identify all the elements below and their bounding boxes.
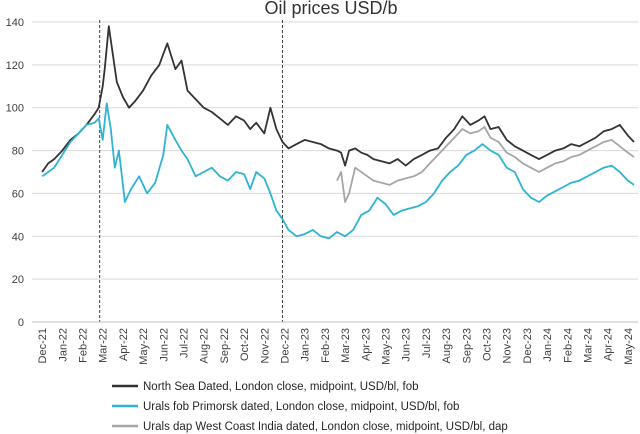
x-tick-label: Mar-24 bbox=[583, 328, 595, 363]
x-tick-label: Feb-24 bbox=[562, 328, 574, 363]
x-tick-label: Apr-23 bbox=[360, 328, 372, 361]
y-tick-label: 60 bbox=[12, 188, 24, 200]
x-tick-label: Apr-24 bbox=[603, 328, 615, 361]
y-tick-label: 80 bbox=[12, 146, 24, 158]
legend-label-3: Urals dap West Coast India dated, London… bbox=[143, 421, 508, 433]
y-tick-label: 100 bbox=[6, 103, 24, 115]
x-tick-label: Nov-22 bbox=[259, 328, 271, 363]
y-tick-label: 140 bbox=[6, 17, 24, 29]
series-line-1 bbox=[41, 25, 635, 173]
x-tick-label: Mar-22 bbox=[98, 328, 110, 363]
chart-title: Oil prices USD/b bbox=[264, 0, 397, 18]
series-lines bbox=[41, 25, 635, 240]
x-tick-label: Feb-23 bbox=[320, 328, 332, 363]
x-tick-label: Nov-23 bbox=[502, 328, 514, 363]
x-tick-label: Jul-22 bbox=[179, 328, 191, 358]
legend-label-1: North Sea Dated, London close, midpoint,… bbox=[143, 381, 419, 393]
x-tick-label: May-24 bbox=[623, 328, 635, 365]
x-tick-label: May-22 bbox=[138, 328, 150, 365]
legend-label-2: Urals fob Primorsk dated, London close, … bbox=[143, 401, 459, 413]
x-tick-label: Dec-23 bbox=[522, 328, 534, 363]
x-tick-label: Oct-23 bbox=[482, 328, 494, 361]
x-tick-label: Feb-22 bbox=[78, 328, 90, 363]
series-line-3 bbox=[336, 126, 635, 203]
x-tick-label: Jan-24 bbox=[542, 328, 554, 362]
legend: North Sea Dated, London close, midpoint,… bbox=[112, 381, 508, 433]
y-tick-label: 40 bbox=[12, 231, 24, 243]
x-tick-label: Sep-23 bbox=[461, 328, 473, 363]
x-tick-label: Dec-21 bbox=[37, 328, 49, 363]
gridlines bbox=[32, 21, 638, 280]
x-tick-label: Sep-22 bbox=[219, 328, 231, 363]
y-axis-tick-labels: 0 20 40 60 80 100 120 140 bbox=[6, 17, 24, 329]
x-tick-label: Jun-22 bbox=[158, 328, 170, 362]
x-tick-label: May-23 bbox=[381, 328, 393, 365]
y-tick-label: 20 bbox=[12, 274, 24, 286]
y-tick-label: 120 bbox=[6, 60, 24, 72]
x-tick-label: Jun-23 bbox=[401, 328, 413, 362]
y-tick-label: 0 bbox=[18, 317, 24, 329]
x-tick-label: Aug-23 bbox=[441, 328, 453, 363]
x-tick-label: Jan-23 bbox=[300, 328, 312, 362]
reference-lines bbox=[99, 20, 283, 322]
x-axis-tick-labels: Dec-21 Jan-22 Feb-22 Mar-22 Apr-22 May-22 Jun-… bbox=[37, 328, 635, 365]
x-tick-label: Oct-22 bbox=[239, 328, 251, 361]
x-tick-label: Dec-22 bbox=[280, 328, 292, 363]
x-tick-label: Mar-23 bbox=[340, 328, 352, 363]
x-tick-label: Jul-23 bbox=[421, 328, 433, 358]
x-tick-label: Jan-22 bbox=[57, 328, 69, 362]
x-tick-label: Aug-22 bbox=[199, 328, 211, 363]
x-tick-label: Apr-22 bbox=[118, 328, 130, 361]
series-line-2 bbox=[41, 102, 635, 240]
